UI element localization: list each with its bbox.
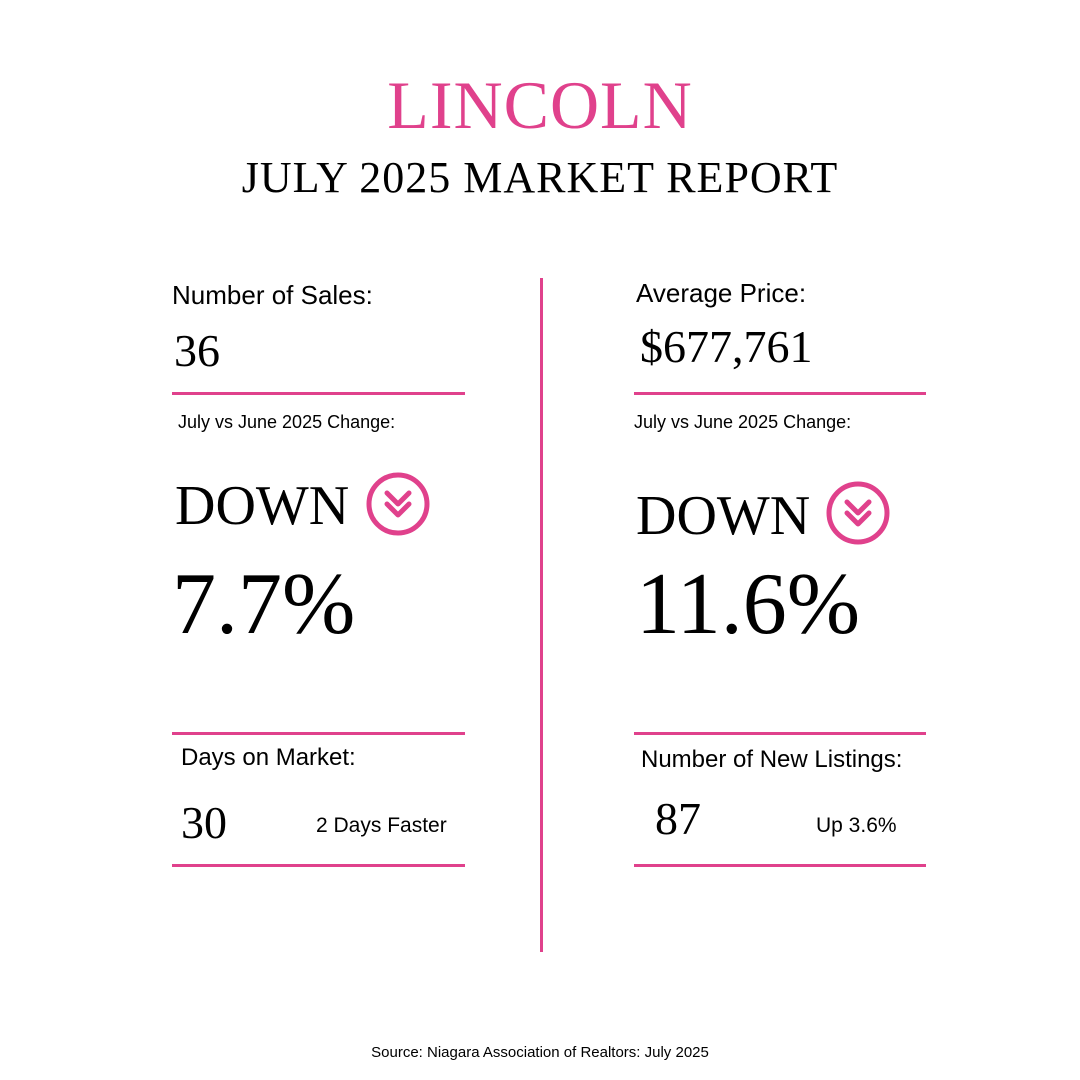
dom-note: 2 Days Faster (316, 814, 447, 837)
dom-value: 30 (181, 797, 227, 848)
dom-label: Days on Market: (181, 744, 356, 771)
dom-topline (172, 732, 465, 735)
sales-underline (172, 392, 465, 395)
sales-value: 36 (174, 325, 220, 376)
price-change-label: July vs June 2025 Change: (634, 412, 852, 432)
price-change-percent: 11.6% (636, 556, 861, 653)
center-divider (540, 278, 543, 952)
price-underline (634, 392, 926, 395)
listings-label: Number of New Listings: (641, 746, 903, 773)
source-footnote: Source: Niagara Association of Realtors:… (371, 1044, 709, 1061)
sales-change-percent: 7.7% (172, 556, 356, 653)
listings-value: 87 (655, 793, 701, 844)
report-subtitle: JULY 2025 MARKET REPORT (241, 153, 839, 202)
sales-change-label: July vs June 2025 Change: (178, 412, 396, 432)
double-chevron-down-icon (366, 472, 430, 536)
price-label: Average Price: (636, 278, 807, 308)
sales-direction: DOWN (175, 475, 350, 537)
listings-underline (634, 864, 926, 867)
listings-topline (634, 732, 926, 735)
dom-underline (172, 864, 465, 867)
price-direction: DOWN (636, 485, 811, 547)
price-value: $677,761 (640, 321, 813, 372)
sales-label: Number of Sales: (172, 280, 373, 310)
city-title: LINCOLN (387, 67, 693, 143)
double-chevron-down-icon (826, 481, 890, 545)
listings-note: Up 3.6% (816, 814, 897, 837)
